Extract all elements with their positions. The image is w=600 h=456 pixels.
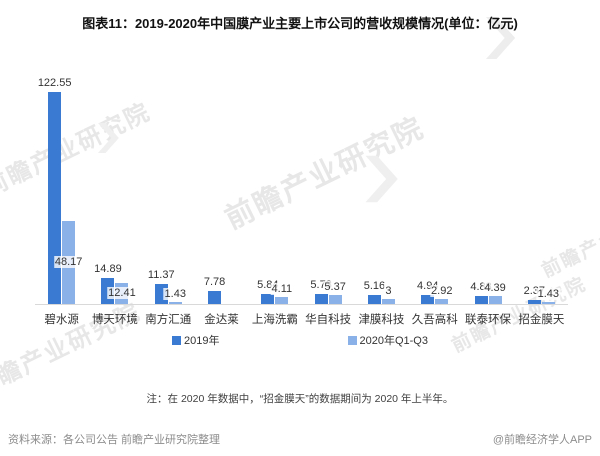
chart-legend: 2019年 2020年Q1-Q3	[0, 332, 600, 348]
value-label: 5.37	[323, 280, 347, 293]
category-label: 华自科技	[305, 314, 352, 326]
legend-label: 2019年	[184, 335, 220, 347]
bar-2019年-联泰环保	[474, 296, 488, 304]
chart-title: 图表11：2019-2020年中国膜产业主要上市公司的营收规模情况(单位：亿元)	[82, 16, 518, 31]
bar-2020年Q1-Q3-久吾高科	[435, 299, 449, 304]
value-label: 5.16	[363, 279, 386, 292]
value-label: 4.39	[483, 281, 507, 294]
value-label: 1.43	[536, 287, 561, 300]
bar-2019年-招金膜天	[527, 300, 541, 304]
chart-footer: 资料来源：各公司公告 前瞻产业研究院整理 @前瞻经济学人APP	[0, 431, 600, 447]
value-label: 48.17	[53, 255, 84, 268]
category-label: 久吾高科	[411, 314, 458, 326]
bar-2019年-久吾高科	[421, 295, 435, 304]
bar-chart: 碧水源 122.55 48.17 博天环境 14.89 12.41 南方汇通 11.37 1.4…	[35, 73, 568, 326]
bar-2019年-津膜科技	[367, 295, 381, 304]
category-label: 津膜科技	[358, 314, 405, 326]
value-label: 122.55	[37, 76, 72, 89]
category-label: 联泰环保	[465, 314, 512, 326]
value-label: 11.37	[147, 268, 175, 281]
legend-swatch-icon	[172, 335, 182, 345]
value-label: 1.43	[163, 287, 187, 300]
value-label: 4.11	[270, 282, 294, 295]
category-label: 碧水源	[44, 314, 79, 326]
value-label: 14.89	[94, 262, 122, 275]
value-label: 12.41	[107, 286, 137, 299]
value-label: 2.92	[430, 284, 454, 297]
category-label: 博天环境	[91, 314, 138, 326]
bar-2020年Q1-Q3-津膜科技	[381, 299, 395, 304]
value-label: 7.78	[203, 275, 226, 288]
legend-item: 2020年Q1-Q3	[347, 332, 428, 348]
bar-2019年-金达莱	[208, 291, 222, 304]
source-text: 资料来源：各公司公告 前瞻产业研究院整理	[8, 434, 221, 446]
bar-2019年-上海洗霸	[261, 294, 275, 304]
category-label: 上海洗霸	[251, 314, 298, 326]
legend-label: 2020年Q1-Q3	[359, 335, 428, 347]
bar-2020年Q1-Q3-招金膜天	[541, 302, 555, 304]
category-label: 金达莱	[204, 314, 239, 326]
chart-note: 注：在 2020 年数据中，“招金膜天”的数据期间为 2020 年上半年。	[146, 393, 454, 405]
legend-item: 2019年	[172, 332, 220, 348]
legend-swatch-icon	[347, 335, 357, 345]
bar-2019年-华自科技	[314, 294, 328, 304]
bar-2019年-碧水源	[48, 92, 62, 304]
category-label: 招金膜天	[518, 314, 565, 326]
bar-2020年Q1-Q3-上海洗霸	[275, 297, 289, 304]
bar-2020年Q1-Q3-南方汇通	[168, 302, 182, 304]
value-label: 3	[384, 284, 393, 297]
bar-2020年Q1-Q3-华自科技	[328, 295, 342, 304]
category-label: 南方汇通	[145, 314, 192, 326]
bar-2020年Q1-Q3-联泰环保	[488, 296, 502, 304]
credit-text: @前瞻经济学人APP	[492, 434, 592, 446]
